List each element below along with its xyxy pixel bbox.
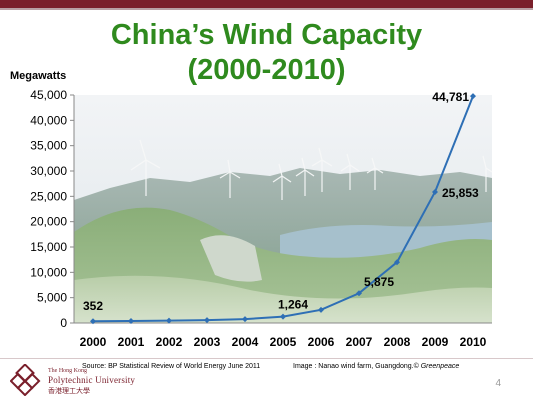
x-tick-label: 2009 xyxy=(422,335,449,349)
data-point xyxy=(204,317,210,324)
y-tick-label: 5,000 xyxy=(37,291,67,305)
x-tick-label: 2002 xyxy=(156,335,183,349)
data-point xyxy=(166,317,172,324)
data-point xyxy=(90,318,96,325)
x-tick-label: 2006 xyxy=(308,335,335,349)
data-label: 5,875 xyxy=(364,275,394,289)
x-tick-label: 2001 xyxy=(118,335,145,349)
y-tick-label: 15,000 xyxy=(30,240,67,254)
slide-title: China’s Wind Capacity xyxy=(110,19,423,51)
data-point xyxy=(318,306,324,313)
x-tick-label: 2004 xyxy=(232,335,259,349)
data-point xyxy=(470,93,476,100)
data-point xyxy=(242,316,248,323)
data-point xyxy=(356,290,362,297)
y-tick-label: 35,000 xyxy=(30,139,67,153)
x-tick-label: 2000 xyxy=(80,335,107,349)
y-tick-label: 45,000 xyxy=(30,88,67,102)
top-bar xyxy=(0,0,533,8)
image-credit: Image : Nanao wind farm, Guangdong.© Gre… xyxy=(293,363,460,370)
data-point xyxy=(394,259,400,266)
data-label: 1,264 xyxy=(278,298,308,312)
y-tick-label: 20,000 xyxy=(30,215,67,229)
footer-divider xyxy=(0,358,533,359)
x-tick-label: 2010 xyxy=(460,335,487,349)
university-logo: The Hong Kong Polytechnic University 香港理… xyxy=(10,364,170,396)
y-axis-label: Megawatts xyxy=(10,70,67,82)
x-tick-label: 2008 xyxy=(384,335,411,349)
source-note: Source: BP Statistical Review of World E… xyxy=(82,363,261,370)
y-tick-label: 25,000 xyxy=(30,189,67,203)
top-bar-line xyxy=(0,8,533,10)
x-tick-label: 2007 xyxy=(346,335,373,349)
data-point xyxy=(432,189,438,196)
wind-farm-photo xyxy=(74,95,493,323)
slide-subtitle: (2000-2010) xyxy=(187,54,346,86)
university-emblem-icon xyxy=(10,364,41,396)
y-tick-label: 30,000 xyxy=(30,164,67,178)
y-tick-label: 10,000 xyxy=(30,265,67,279)
page-number: 4 xyxy=(495,378,501,389)
data-label: 25,853 xyxy=(442,186,479,200)
x-tick-label: 2005 xyxy=(270,335,297,349)
y-tick-label: 0 xyxy=(60,316,67,330)
x-tick-label: 2003 xyxy=(194,335,221,349)
data-label: 352 xyxy=(83,299,103,313)
data-point xyxy=(280,313,286,320)
y-tick-label: 40,000 xyxy=(30,113,67,127)
data-point xyxy=(128,317,134,324)
data-label: 44,781 xyxy=(432,90,469,104)
